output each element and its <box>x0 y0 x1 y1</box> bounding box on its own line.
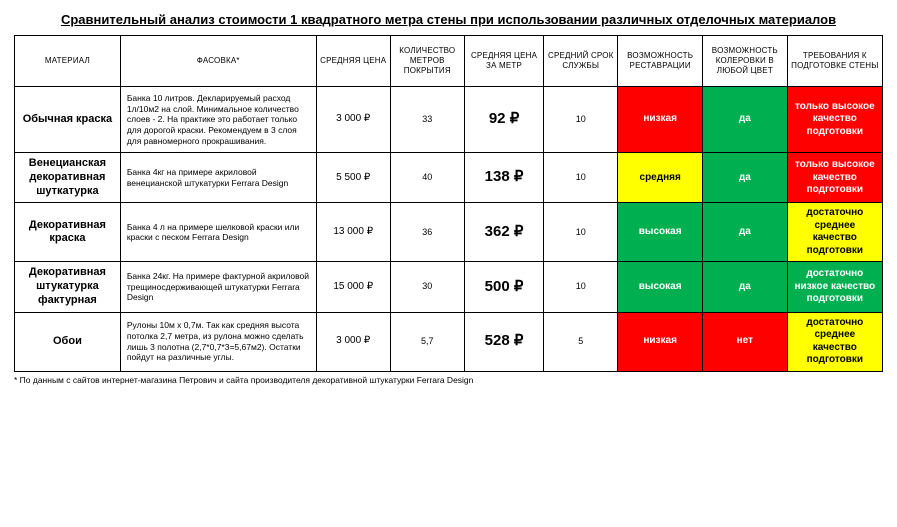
coverage-cell: 36 <box>390 203 464 262</box>
service-life-cell: 10 <box>544 262 618 312</box>
tinting-cell: да <box>703 153 788 203</box>
material-cell: Обычная краска <box>15 87 121 153</box>
col-header: ВОЗМОЖНОСТЬ КОЛЕРОВКИ В ЛЮБОЙ ЦВЕТ <box>703 36 788 87</box>
preparation-cell: достаточно среднее качество подготовки <box>787 312 882 371</box>
avg-price-cell: 15 000 ₽ <box>316 262 390 312</box>
material-cell: Декоративная краска <box>15 203 121 262</box>
restoration-cell: низкая <box>618 312 703 371</box>
packaging-cell: Банка 24кг. На примере фактурной акрилов… <box>120 262 316 312</box>
avg-price-cell: 5 500 ₽ <box>316 153 390 203</box>
coverage-cell: 30 <box>390 262 464 312</box>
col-header: СРЕДНИЙ СРОК СЛУЖБЫ <box>544 36 618 87</box>
tinting-cell: да <box>703 203 788 262</box>
price-per-meter-cell: 138 ₽ <box>464 153 543 203</box>
tinting-cell: да <box>703 262 788 312</box>
col-header: ВОЗМОЖНОСТЬ РЕСТАВРАЦИИ <box>618 36 703 87</box>
footnote: * По данным с сайтов интернет-магазина П… <box>14 375 883 385</box>
packaging-cell: Банка 4 л на примере шелковой краски или… <box>120 203 316 262</box>
preparation-cell: только высокое качество подготовки <box>787 153 882 203</box>
col-header: ТРЕБОВАНИЯ К ПОДГОТОВКЕ СТЕНЫ <box>787 36 882 87</box>
table-row: Обычная краскаБанка 10 литров. Деклариру… <box>15 87 883 153</box>
avg-price-cell: 3 000 ₽ <box>316 87 390 153</box>
service-life-cell: 10 <box>544 153 618 203</box>
service-life-cell: 10 <box>544 87 618 153</box>
material-cell: Декоративная штукатурка фактурная <box>15 262 121 312</box>
material-cell: Обои <box>15 312 121 371</box>
coverage-cell: 5,7 <box>390 312 464 371</box>
preparation-cell: достаточно низкое качество подготовки <box>787 262 882 312</box>
avg-price-cell: 13 000 ₽ <box>316 203 390 262</box>
coverage-cell: 40 <box>390 153 464 203</box>
col-header: СРЕДНЯЯ ЦЕНА <box>316 36 390 87</box>
table-row: Венецианская декоративная шуткатуркаБанк… <box>15 153 883 203</box>
col-header: КОЛИЧЕСТВО МЕТРОВ ПОКРЫТИЯ <box>390 36 464 87</box>
col-header: СРЕДНЯЯ ЦЕНА ЗА МЕТР <box>464 36 543 87</box>
comparison-table: МАТЕРИАЛ ФАСОВКА* СРЕДНЯЯ ЦЕНА КОЛИЧЕСТВ… <box>14 35 883 372</box>
tinting-cell: да <box>703 87 788 153</box>
table-row: Декоративная штукатурка фактурнаяБанка 2… <box>15 262 883 312</box>
restoration-cell: низкая <box>618 87 703 153</box>
material-cell: Венецианская декоративная шуткатурка <box>15 153 121 203</box>
price-per-meter-cell: 528 ₽ <box>464 312 543 371</box>
price-per-meter-cell: 92 ₽ <box>464 87 543 153</box>
col-header: МАТЕРИАЛ <box>15 36 121 87</box>
table-header-row: МАТЕРИАЛ ФАСОВКА* СРЕДНЯЯ ЦЕНА КОЛИЧЕСТВ… <box>15 36 883 87</box>
packaging-cell: Рулоны 10м х 0,7м. Так как средняя высот… <box>120 312 316 371</box>
restoration-cell: высокая <box>618 203 703 262</box>
coverage-cell: 33 <box>390 87 464 153</box>
price-per-meter-cell: 362 ₽ <box>464 203 543 262</box>
tinting-cell: нет <box>703 312 788 371</box>
price-per-meter-cell: 500 ₽ <box>464 262 543 312</box>
page-title: Сравнительный анализ стоимости 1 квадрат… <box>14 12 883 27</box>
packaging-cell: Банка 4кг на примере акриловой венецианс… <box>120 153 316 203</box>
restoration-cell: высокая <box>618 262 703 312</box>
col-header: ФАСОВКА* <box>120 36 316 87</box>
preparation-cell: только высокое качество подготовки <box>787 87 882 153</box>
service-life-cell: 5 <box>544 312 618 371</box>
avg-price-cell: 3 000 ₽ <box>316 312 390 371</box>
service-life-cell: 10 <box>544 203 618 262</box>
restoration-cell: средняя <box>618 153 703 203</box>
table-row: Декоративная краскаБанка 4 л на примере … <box>15 203 883 262</box>
preparation-cell: достаточно среднее качество подготовки <box>787 203 882 262</box>
packaging-cell: Банка 10 литров. Декларируемый расход 1л… <box>120 87 316 153</box>
table-row: ОбоиРулоны 10м х 0,7м. Так как средняя в… <box>15 312 883 371</box>
